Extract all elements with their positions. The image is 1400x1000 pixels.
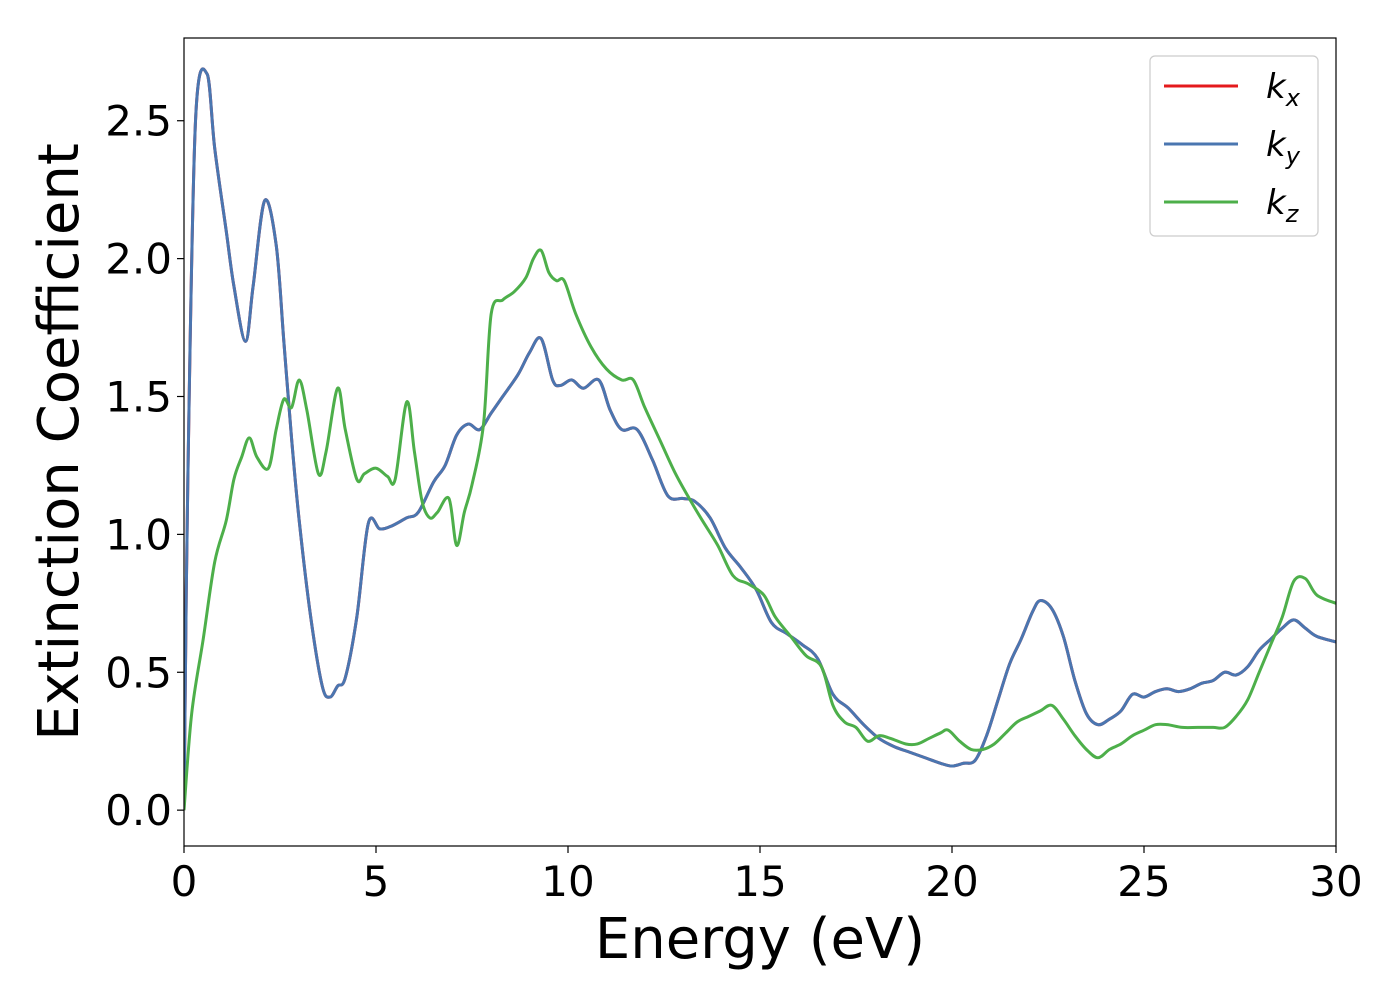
x-tick-label: 20 (925, 857, 978, 906)
series-line-ky (184, 67, 1336, 811)
y-tick-label: 1.5 (105, 372, 172, 421)
plot-lines (184, 67, 1336, 811)
y-tick-label: 2.0 (105, 235, 172, 284)
x-tick-label: 5 (363, 857, 390, 906)
y-tick-label: 2.5 (105, 97, 172, 146)
y-tick-label: 0.5 (105, 648, 172, 697)
x-tick-label: 15 (733, 857, 786, 906)
y-tick-label: 0.0 (105, 786, 172, 835)
y-axis-label: Extinction Coefficient (27, 143, 92, 741)
y-axis-ticks: 0.0 0.5 1.0 1.5 2.0 2.5 (105, 97, 184, 835)
x-axis-label: Energy (eV) (595, 907, 925, 972)
legend-box (1149, 55, 1319, 237)
x-axis-ticks: 0 5 10 15 20 25 30 (171, 846, 1363, 906)
x-tick-label: 25 (1117, 857, 1170, 906)
series-line-kz (184, 248, 1336, 811)
x-tick-label: 0 (171, 857, 198, 906)
y-tick-label: 1.0 (105, 510, 172, 559)
x-tick-label: 10 (541, 857, 594, 906)
x-tick-label: 30 (1309, 857, 1362, 906)
